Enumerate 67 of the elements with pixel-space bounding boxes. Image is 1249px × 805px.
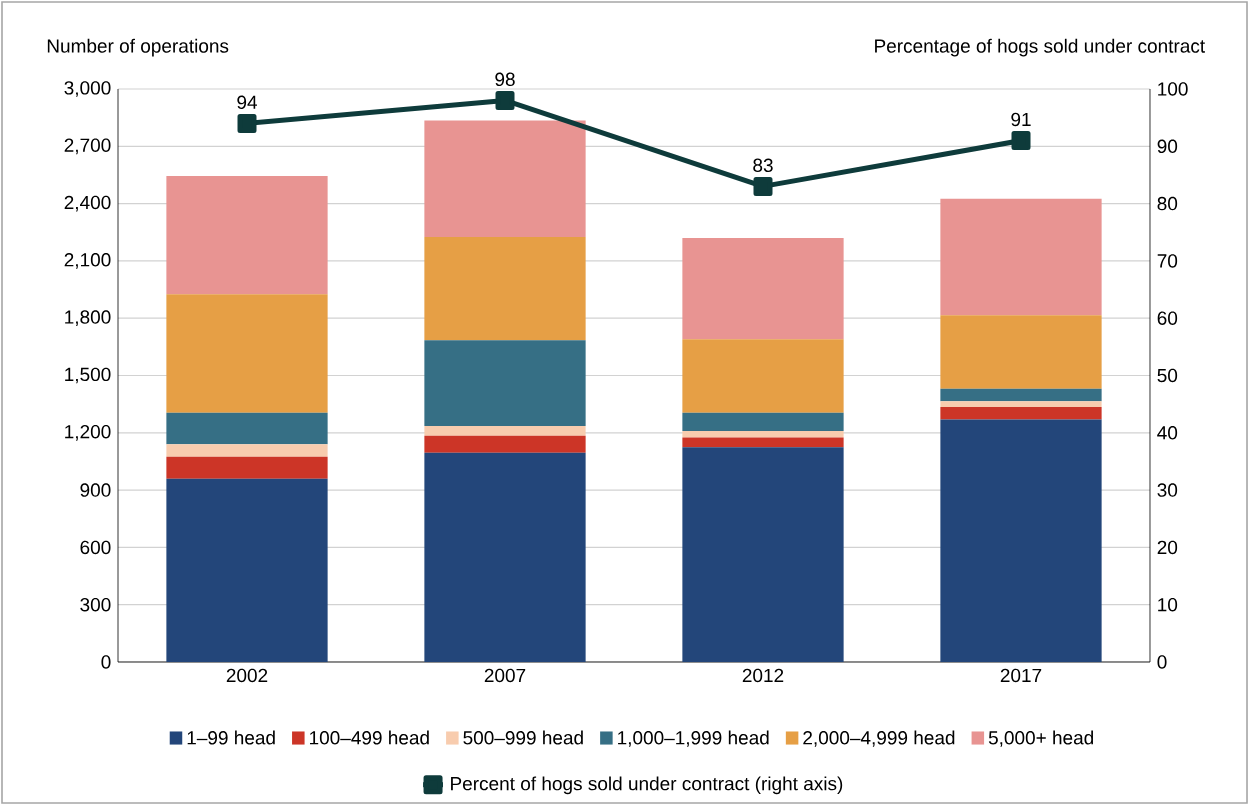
bar bbox=[166, 478, 328, 662]
bar bbox=[424, 426, 586, 436]
point bbox=[495, 90, 515, 110]
y2-tick-label: 70 bbox=[1157, 254, 1178, 268]
bar bbox=[166, 444, 328, 457]
point bbox=[1011, 131, 1031, 151]
legend-label: 5,000+ head bbox=[988, 730, 1094, 747]
y-tick-label: 1,200 bbox=[65, 424, 111, 441]
legend-label: 100–499 head bbox=[310, 730, 429, 745]
bar bbox=[424, 435, 586, 453]
y2-tick-label: 10 bbox=[1158, 597, 1178, 612]
y-tick-label: 2,100 bbox=[64, 253, 111, 269]
y-tick-label: 1,800 bbox=[65, 310, 111, 327]
x-tick-label: 2012 bbox=[742, 668, 784, 683]
y-tick-label: 300 bbox=[80, 597, 111, 612]
bar bbox=[682, 339, 844, 413]
x-tick-label: 2017 bbox=[1000, 668, 1042, 683]
y-axis-title: Number of operations bbox=[47, 38, 229, 57]
y-tick-label: 600 bbox=[80, 540, 111, 555]
y2-tick-label: 30 bbox=[1157, 483, 1178, 497]
legend-label: 1,000–1,999 head bbox=[618, 730, 769, 747]
legend-label: 500–999 head bbox=[463, 730, 583, 745]
bar bbox=[940, 419, 1102, 662]
y2-tick-label: 40 bbox=[1157, 426, 1178, 440]
bar bbox=[682, 430, 844, 438]
bar bbox=[166, 412, 328, 445]
y2-tick-label: 100 bbox=[1158, 82, 1188, 96]
data-label: 94 bbox=[237, 95, 258, 109]
y2-tick-label: 20 bbox=[1157, 540, 1178, 555]
bar bbox=[166, 456, 328, 479]
y2-tick-label: 0 bbox=[1157, 655, 1167, 669]
y2-tick-label: 60 bbox=[1157, 311, 1178, 325]
y2-axis-title: Percentage of hogs sold under contract bbox=[875, 38, 1205, 57]
bar bbox=[940, 407, 1102, 420]
bar bbox=[940, 198, 1102, 316]
y2-tick-label: 50 bbox=[1157, 368, 1178, 383]
bar bbox=[166, 175, 328, 295]
bar bbox=[166, 294, 328, 413]
x-tick-label: 2007 bbox=[484, 668, 526, 683]
bar bbox=[424, 120, 586, 238]
bar bbox=[940, 315, 1102, 389]
y-tick-label: 0 bbox=[101, 655, 111, 669]
data-label: 83 bbox=[753, 158, 773, 173]
bar bbox=[424, 452, 586, 662]
y2-tick-label: 80 bbox=[1157, 196, 1178, 211]
bar bbox=[682, 412, 844, 431]
y2-tick-label: 90 bbox=[1157, 139, 1178, 154]
bar bbox=[940, 401, 1102, 408]
bar bbox=[682, 237, 844, 340]
bar bbox=[682, 437, 844, 448]
y-tick-label: 2,400 bbox=[64, 195, 111, 212]
data-label: 91 bbox=[1011, 112, 1031, 127]
y-tick-label: 1,500 bbox=[65, 367, 111, 384]
point bbox=[237, 113, 257, 133]
bar bbox=[940, 388, 1102, 402]
bar bbox=[424, 340, 586, 427]
y-tick-label: 3,000 bbox=[64, 81, 111, 97]
legend-label: Percent of hogs sold under contract (right axis) bbox=[451, 776, 843, 795]
x-tick-label: 2002 bbox=[226, 668, 268, 683]
data-label: 98 bbox=[495, 72, 515, 87]
y-tick-label: 2,700 bbox=[64, 138, 111, 155]
y-tick-label: 900 bbox=[80, 483, 111, 497]
legend-label: 1–99 head bbox=[187, 730, 275, 745]
bar bbox=[424, 237, 586, 341]
bar bbox=[682, 447, 844, 662]
point bbox=[753, 176, 773, 196]
legend-label: 2,000–4,999 head bbox=[803, 730, 955, 747]
